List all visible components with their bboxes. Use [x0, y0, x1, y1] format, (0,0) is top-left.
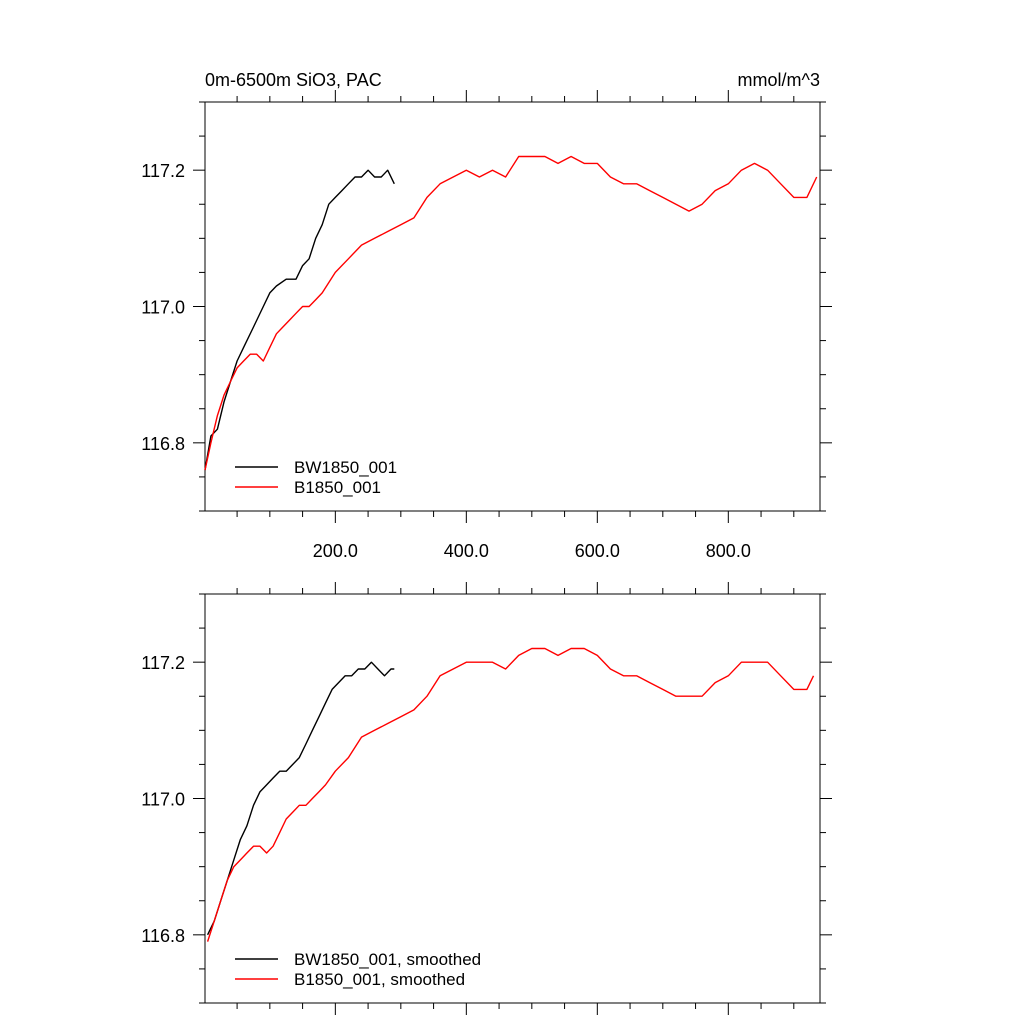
x-tick-label: 200.0	[313, 541, 358, 561]
y-tick-label: 117.0	[141, 790, 185, 810]
y-tick-label: 117.2	[141, 161, 185, 181]
plot-frame	[204, 593, 821, 1004]
series-line-b1850	[204, 155, 818, 471]
legend-label: BW1850_001, smoothed	[294, 950, 481, 969]
y-tick-label: 116.8	[141, 926, 185, 946]
x-tick-label: 800.0	[706, 541, 751, 561]
series-line-b1850	[206, 647, 815, 942]
bottom-panel: 116.8 117.0 117.2 BW1850_001, smoothedB1850…	[141, 582, 832, 1015]
x-tick-label: 600.0	[575, 541, 620, 561]
y-tick-label: 117.0	[141, 298, 185, 318]
plot-frame	[204, 101, 821, 512]
legend-label: B1850_001, smoothed	[294, 970, 465, 989]
y-tick-label: 117.2	[141, 653, 185, 673]
legend-label: BW1850_001	[294, 458, 397, 477]
series-line-bw1850	[204, 169, 395, 471]
x-tick-label: 400.0	[444, 541, 489, 561]
series-line-bw1850	[206, 661, 395, 936]
legend-label: B1850_001	[294, 478, 381, 497]
y-tick-label: 116.8	[141, 434, 185, 454]
chart-title: 0m-6500m SiO3, PAC	[205, 70, 382, 90]
units-label: mmol/m^3	[738, 70, 820, 90]
top-panel: 116.8 117.0 117.2 200.0 400.0 600.0 800.0 BW185…	[141, 90, 832, 561]
